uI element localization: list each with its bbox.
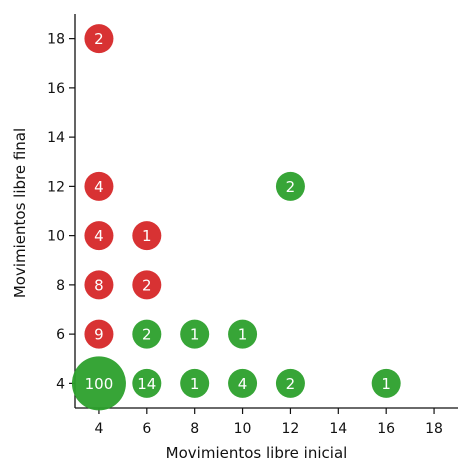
bubble-marker — [180, 368, 210, 398]
bubble-count-label: 4 — [94, 178, 104, 196]
bubble-count-label: 100 — [85, 375, 114, 393]
y-axis-title: Movimientos libre final — [11, 128, 29, 298]
y-tick-label: 12 — [47, 179, 65, 195]
x-tick-label: 14 — [329, 421, 347, 437]
bubble-marker — [84, 319, 114, 349]
x-tick-label: 4 — [94, 421, 103, 437]
bubble-marker — [84, 171, 114, 201]
bubble-marker — [132, 221, 162, 251]
bubble-marker — [132, 270, 162, 300]
bubble-marker — [84, 24, 114, 54]
bubble-marker — [275, 171, 305, 201]
x-tick-label: 10 — [234, 421, 252, 437]
y-tick-label: 4 — [56, 376, 65, 392]
x-tick-label: 8 — [190, 421, 199, 437]
bubble-count-label: 8 — [94, 276, 104, 294]
x-tick-label: 12 — [282, 421, 300, 437]
y-tick-label: 8 — [56, 278, 65, 294]
bubbles: 100 14 1 4 2 19 2 1 18 24 14 22 — [71, 24, 401, 411]
bubble-marker — [71, 356, 126, 411]
axes — [74, 14, 458, 409]
y-tick-label: 10 — [47, 229, 65, 245]
bubble-count-label: 1 — [142, 227, 152, 245]
bubble-count-label: 1 — [190, 326, 200, 344]
bubble-count-label: 1 — [238, 326, 248, 344]
bubble-marker — [180, 319, 210, 349]
bubble-count-label: 4 — [238, 375, 248, 393]
x-axis-title: Movimientos libre inicial — [166, 444, 348, 462]
bubble-count-label: 14 — [137, 375, 156, 393]
bubble-marker — [132, 368, 162, 398]
bubble-count-label: 2 — [286, 375, 296, 393]
bubble-marker — [132, 319, 162, 349]
bubble-count-label: 4 — [94, 227, 104, 245]
bubble-count-label: 2 — [286, 178, 296, 196]
bubble-count-label: 9 — [94, 326, 104, 344]
bubble-marker — [275, 368, 305, 398]
bubble-marker — [228, 319, 258, 349]
bubble-marker — [84, 221, 114, 251]
bubble-marker — [84, 270, 114, 300]
y-tick-label: 14 — [47, 130, 65, 146]
bubble-count-label: 1 — [381, 375, 391, 393]
y-tick-label: 16 — [47, 81, 65, 97]
y-tick-label: 6 — [56, 327, 65, 343]
bubble-count-label: 2 — [94, 30, 104, 48]
bubble-count-label: 2 — [142, 276, 152, 294]
x-tick-label: 18 — [425, 421, 443, 437]
x-tick-label: 6 — [142, 421, 151, 437]
bubble-marker — [371, 368, 401, 398]
bubble-count-label: 1 — [190, 375, 200, 393]
bubble-marker — [228, 368, 258, 398]
y-tick-label: 18 — [47, 32, 65, 48]
bubble-count-label: 2 — [142, 326, 152, 344]
x-tick-label: 16 — [377, 421, 395, 437]
